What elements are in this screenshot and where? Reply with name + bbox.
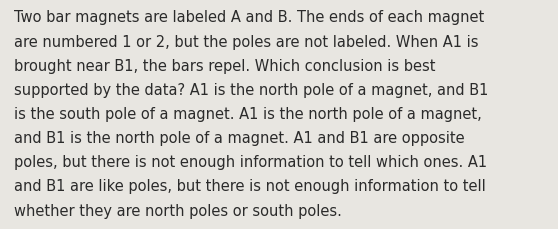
Text: are numbered 1 or 2, but the poles are not labeled. When A1 is: are numbered 1 or 2, but the poles are n… <box>14 34 478 49</box>
Text: is the south pole of a magnet. A1 is the north pole of a magnet,: is the south pole of a magnet. A1 is the… <box>14 106 482 121</box>
Text: whether they are north poles or south poles.: whether they are north poles or south po… <box>14 203 342 218</box>
Text: poles, but there is not enough information to tell which ones. A1: poles, but there is not enough informati… <box>14 155 487 169</box>
Text: supported by the data? A1 is the north pole of a magnet, and B1: supported by the data? A1 is the north p… <box>14 82 488 97</box>
Text: Two bar magnets are labeled A and B. The ends of each magnet: Two bar magnets are labeled A and B. The… <box>14 10 484 25</box>
Text: brought near B1, the bars repel. Which conclusion is best: brought near B1, the bars repel. Which c… <box>14 58 435 73</box>
Text: and B1 is the north pole of a magnet. A1 and B1 are opposite: and B1 is the north pole of a magnet. A1… <box>14 131 465 145</box>
Text: and B1 are like poles, but there is not enough information to tell: and B1 are like poles, but there is not … <box>14 179 485 194</box>
